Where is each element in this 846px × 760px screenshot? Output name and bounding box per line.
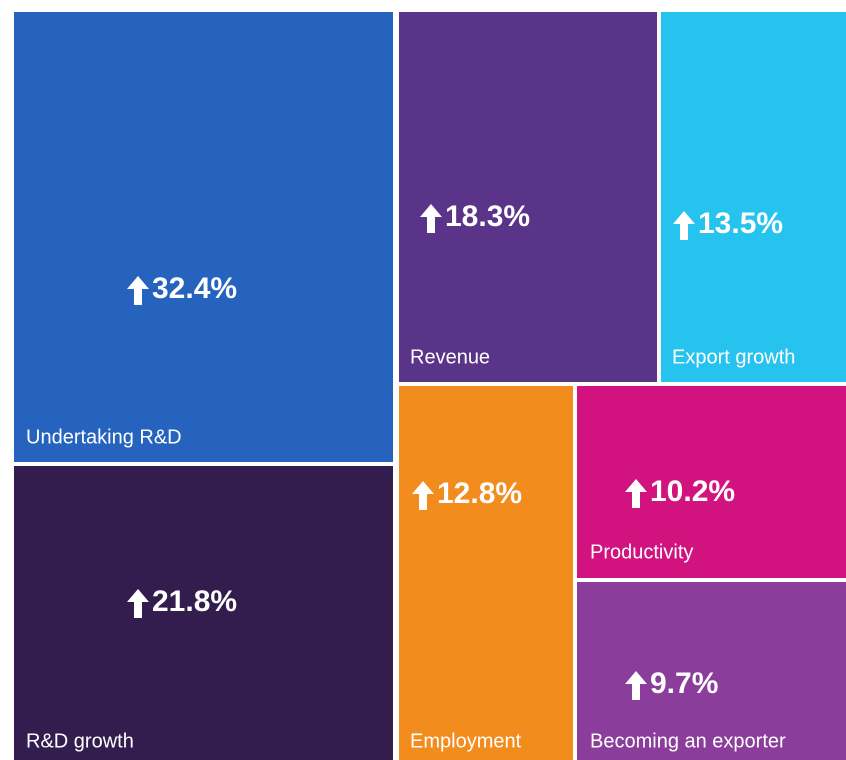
value-label: 10.2% <box>650 475 735 508</box>
tile-label: Becoming an exporter <box>590 730 786 752</box>
up-arrow <box>625 671 647 700</box>
value-label: 12.8% <box>437 477 522 510</box>
value-label: 9.7% <box>650 667 718 700</box>
tile <box>14 466 393 760</box>
up-arrow <box>625 479 647 508</box>
tile <box>399 12 657 382</box>
tile-label: Revenue <box>410 346 490 368</box>
tile-label: Employment <box>410 730 522 752</box>
tile <box>661 12 846 382</box>
up-arrow <box>673 211 695 240</box>
tile <box>399 386 573 760</box>
value-label: 21.8% <box>152 585 237 618</box>
tile-label: Productivity <box>590 541 693 563</box>
up-arrow <box>412 481 434 510</box>
tile <box>14 12 393 462</box>
up-arrow <box>127 276 149 305</box>
up-arrow <box>420 204 442 233</box>
tile-label: R&D growth <box>26 730 134 752</box>
tile-label: Export growth <box>672 346 795 368</box>
tile-label: Undertaking R&D <box>26 426 182 448</box>
tile <box>577 386 846 578</box>
value-label: 18.3% <box>445 200 530 233</box>
value-label: 32.4% <box>152 272 237 305</box>
tile <box>577 582 846 760</box>
value-label: 13.5% <box>698 207 783 240</box>
up-arrow <box>127 589 149 618</box>
